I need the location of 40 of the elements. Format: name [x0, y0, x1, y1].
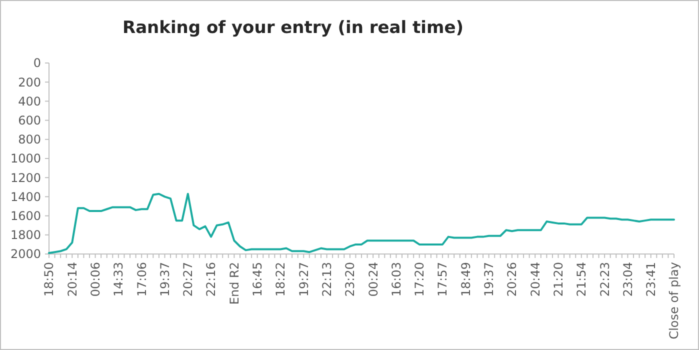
x-tick-label: 19:37: [158, 262, 172, 297]
x-tick-label: 23:41: [644, 262, 658, 297]
y-tick-label: 200: [18, 75, 41, 90]
y-tick-label: 1200: [10, 170, 41, 185]
x-tick-label: 22:16: [204, 262, 218, 297]
x-tick-label: 14:33: [112, 262, 126, 297]
x-tick-label: 19:37: [482, 262, 496, 297]
x-tick-label: 00:24: [366, 262, 380, 297]
x-tick-label: 17:57: [436, 262, 450, 297]
x-tick-label: 20:26: [505, 262, 520, 297]
y-tick-label: 0: [33, 56, 41, 70]
y-tick-label: 1600: [10, 209, 41, 223]
y-tick-label: 1800: [10, 228, 41, 242]
y-tick-label: 800: [18, 132, 41, 147]
x-tick-label: 21:54: [574, 262, 589, 297]
y-tick-label: 2000: [10, 247, 41, 262]
x-tick-label: 17:06: [134, 262, 149, 297]
y-tick-label: 1000: [10, 152, 41, 166]
x-tick-label: 17:20: [412, 262, 427, 297]
x-tick-label: 00:06: [88, 262, 102, 297]
x-tick-label: 21:20: [551, 262, 566, 297]
x-tick-label: 20:44: [528, 262, 542, 297]
x-tick-label: 20:14: [65, 262, 80, 297]
x-tick-label: 16:45: [250, 262, 265, 297]
y-tick-label: 1400: [10, 190, 41, 204]
x-tick-label: 23:20: [343, 262, 358, 297]
y-tick-label: 400: [18, 94, 41, 108]
x-tick-label: 19:27: [296, 262, 311, 297]
x-tick-label: Close of play: [667, 262, 682, 340]
x-tick-label: 16:03: [389, 262, 404, 297]
x-tick-label: 20:27: [181, 262, 196, 297]
x-tick-label: 18:49: [458, 262, 473, 297]
x-tick-label: 18:50: [42, 262, 56, 297]
x-tick-label: 22:23: [598, 262, 612, 297]
x-tick-label: 18:22: [274, 262, 288, 297]
x-tick-label: 23:04: [620, 262, 635, 297]
y-tick-label: 600: [18, 114, 41, 128]
x-tick-label: 22:13: [320, 262, 334, 297]
x-tick-label: End R2: [227, 262, 242, 305]
chart-title: Ranking of your entry (in real time): [122, 18, 464, 38]
